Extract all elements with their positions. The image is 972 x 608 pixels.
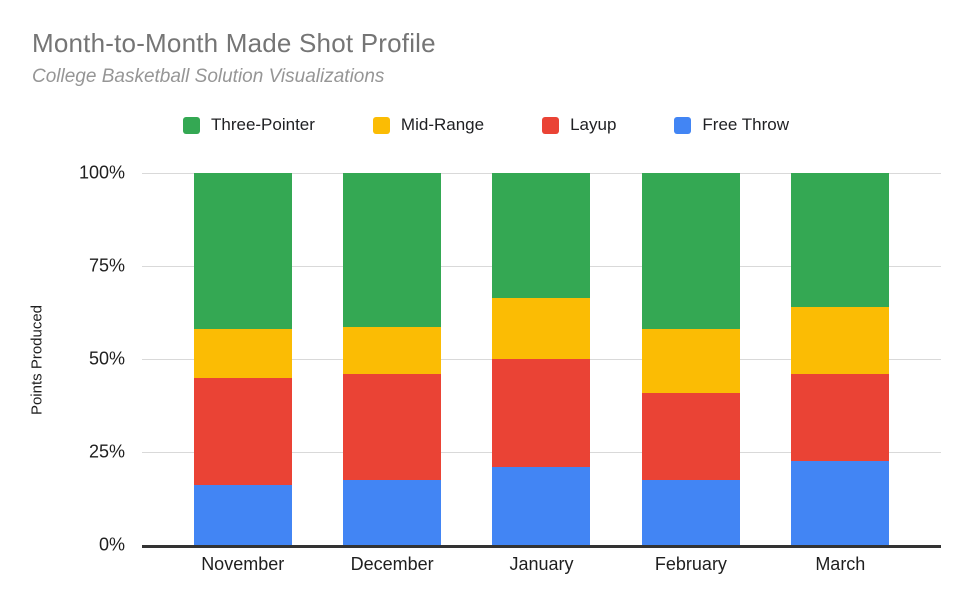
x-axis-labels: November December January February March bbox=[142, 554, 941, 575]
bar-march bbox=[791, 173, 890, 545]
legend-swatch-icon bbox=[372, 116, 390, 134]
segment-three-pointer bbox=[343, 173, 442, 328]
y-tick-label-0%: 0% bbox=[98, 534, 125, 555]
gridline-100% bbox=[142, 172, 941, 174]
legend-label: Mid-Range bbox=[400, 115, 485, 134]
segment-mid-range bbox=[343, 327, 442, 374]
legend-item-layup: Layup bbox=[542, 115, 616, 135]
legend-item-free-throw: Free Throw bbox=[674, 115, 789, 135]
segment-three-pointer bbox=[641, 173, 740, 330]
bar-november bbox=[193, 173, 292, 545]
segment-mid-range bbox=[641, 329, 740, 393]
plot-area: November December January February March 0% 2… bbox=[79, 163, 941, 574]
segment-mid-range bbox=[193, 329, 292, 378]
segment-three-pointer bbox=[492, 173, 591, 298]
segment-layup bbox=[193, 377, 292, 486]
segment-mid-range bbox=[791, 306, 890, 374]
x-axis-line bbox=[142, 545, 941, 548]
segment-free-throw bbox=[343, 479, 442, 545]
segment-free-throw bbox=[791, 461, 890, 545]
legend-item-three-pointer: Three-Pointer bbox=[182, 115, 315, 135]
segment-three-pointer bbox=[791, 173, 890, 307]
legend-swatch-icon bbox=[182, 116, 200, 134]
legend-swatch-icon bbox=[542, 116, 560, 134]
chart-title: Month-to-Month Made Shot Profile bbox=[32, 28, 436, 58]
legend-label: Free Throw bbox=[702, 115, 790, 134]
legend-swatch-icon bbox=[674, 116, 692, 134]
segment-three-pointer bbox=[193, 173, 292, 330]
bar-february bbox=[641, 173, 740, 545]
x-tick-label-november: November bbox=[201, 554, 285, 574]
y-tick-label-75%: 75% bbox=[88, 255, 125, 276]
segment-layup bbox=[343, 373, 442, 480]
segment-free-throw bbox=[492, 466, 591, 545]
y-tick-label-50%: 50% bbox=[88, 348, 125, 369]
y-axis-title: Points Produced bbox=[28, 304, 46, 416]
legend-item-mid-range: Mid-Range bbox=[372, 115, 485, 135]
x-tick-label-february: February bbox=[654, 554, 727, 574]
chart-subtitle: College Basketball Solution Visualizatio… bbox=[32, 66, 385, 87]
bar-january bbox=[492, 173, 591, 545]
segment-layup bbox=[492, 359, 591, 467]
legend-label: Three-Pointer bbox=[210, 115, 315, 134]
bar-december bbox=[343, 173, 442, 545]
legend-label: Layup bbox=[570, 115, 617, 134]
segment-layup bbox=[791, 373, 890, 462]
x-tick-label-january: January bbox=[509, 554, 574, 574]
x-tick-label-december: December bbox=[350, 554, 434, 574]
x-tick-label-march: March bbox=[815, 554, 866, 574]
y-tick-label-100%: 100% bbox=[78, 162, 125, 183]
segment-free-throw bbox=[193, 485, 292, 545]
legend: Three-Pointer Mid-Range Layup Free Throw bbox=[0, 112, 972, 138]
segment-layup bbox=[641, 392, 740, 480]
segment-mid-range bbox=[492, 297, 591, 360]
segment-free-throw bbox=[641, 479, 740, 545]
y-tick-label-25%: 25% bbox=[88, 441, 125, 462]
bars-row bbox=[142, 173, 941, 545]
